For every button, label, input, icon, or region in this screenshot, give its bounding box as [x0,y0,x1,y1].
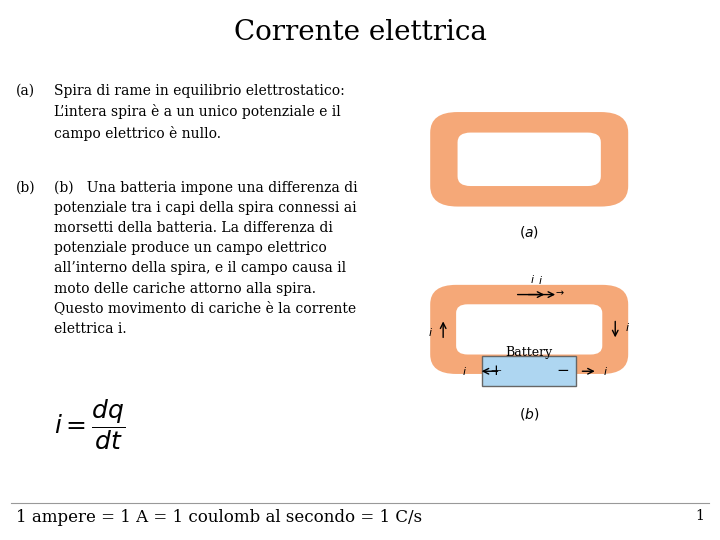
Text: 1 ampere = 1 A = 1 coulomb al secondo = 1 C/s: 1 ampere = 1 A = 1 coulomb al secondo = … [16,509,422,525]
Text: $i$: $i$ [428,326,433,338]
Text: 1: 1 [696,509,704,523]
Text: $i$: $i$ [538,274,543,286]
Text: $i$: $i$ [462,365,467,377]
Text: $(a)$: $(a)$ [519,224,539,240]
Text: (b): (b) [16,181,35,195]
FancyBboxPatch shape [430,112,628,206]
Text: $\rightarrow$: $\rightarrow$ [554,288,566,297]
Text: $(b)$: $(b)$ [519,406,539,422]
Text: (a): (a) [16,84,35,98]
Text: $i = \dfrac{dq}{dt}$: $i = \dfrac{dq}{dt}$ [54,397,125,452]
Text: Battery: Battery [505,346,553,359]
Text: $i$: $i$ [625,321,630,333]
Text: $i$: $i$ [603,365,608,377]
Text: Spira di rame in equilibrio elettrostatico:
L’intera spira è a un unico potenzia: Spira di rame in equilibrio elettrostati… [54,84,345,141]
Text: Corrente elettrica: Corrente elettrica [233,19,487,46]
Text: $i$: $i$ [531,273,535,285]
FancyBboxPatch shape [430,285,628,374]
FancyBboxPatch shape [456,304,602,354]
Text: −: − [557,364,570,378]
Text: +: + [489,364,502,378]
FancyBboxPatch shape [458,133,601,186]
Bar [482,356,576,386]
Text: (b)   Una batteria impone una differenza di
potenziale tra i capi della spira co: (b) Una batteria impone una differenza d… [54,181,358,336]
